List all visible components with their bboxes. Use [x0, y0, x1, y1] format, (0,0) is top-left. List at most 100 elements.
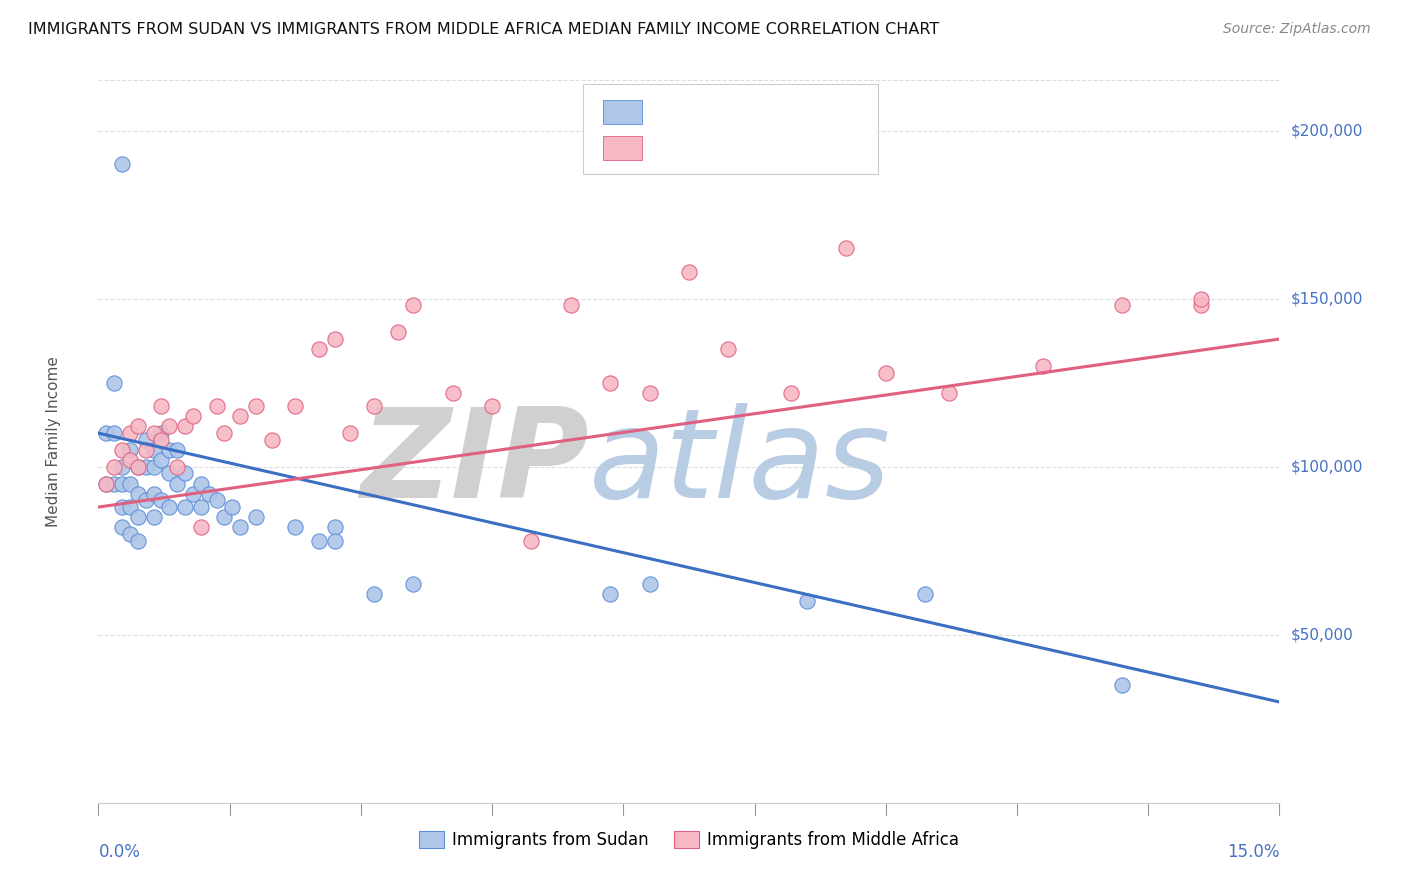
- Point: [363, 587, 385, 601]
- Point: [174, 467, 197, 481]
- Point: [127, 419, 149, 434]
- Point: [127, 510, 149, 524]
- Point: [118, 453, 141, 467]
- Point: [599, 376, 621, 390]
- Point: [190, 500, 212, 514]
- Point: [1189, 292, 1212, 306]
- Point: [599, 587, 621, 601]
- Point: [135, 493, 157, 508]
- Point: [323, 520, 346, 534]
- FancyBboxPatch shape: [603, 100, 641, 124]
- Point: [387, 326, 409, 340]
- Point: [914, 587, 936, 601]
- Point: [142, 426, 165, 441]
- Point: [205, 399, 228, 413]
- Point: [150, 493, 173, 508]
- Point: [135, 433, 157, 447]
- Point: [118, 442, 141, 457]
- Text: N =: N =: [759, 140, 797, 158]
- Point: [181, 486, 204, 500]
- Point: [166, 442, 188, 457]
- Point: [339, 426, 361, 441]
- Point: [118, 476, 141, 491]
- Point: [1111, 298, 1133, 312]
- Point: [142, 486, 165, 500]
- Text: 0.0%: 0.0%: [98, 843, 141, 861]
- FancyBboxPatch shape: [603, 136, 641, 161]
- Point: [111, 520, 134, 534]
- Point: [111, 157, 134, 171]
- Point: [229, 520, 252, 534]
- Text: R =: R =: [655, 103, 692, 121]
- Point: [284, 399, 307, 413]
- Point: [127, 459, 149, 474]
- Point: [127, 486, 149, 500]
- Point: [127, 533, 149, 548]
- Point: [308, 533, 330, 548]
- Point: [103, 459, 125, 474]
- Point: [166, 459, 188, 474]
- Point: [520, 533, 543, 548]
- Point: [142, 442, 165, 457]
- Text: $200,000: $200,000: [1291, 123, 1362, 138]
- Point: [402, 577, 425, 591]
- Point: [402, 298, 425, 312]
- Point: [323, 533, 346, 548]
- Point: [118, 426, 141, 441]
- Point: [111, 476, 134, 491]
- Point: [111, 442, 134, 457]
- Point: [96, 476, 118, 491]
- Point: [142, 510, 165, 524]
- Text: $100,000: $100,000: [1291, 459, 1362, 475]
- Point: [363, 399, 385, 413]
- Point: [157, 467, 180, 481]
- Point: [190, 520, 212, 534]
- Point: [245, 510, 267, 524]
- Point: [118, 500, 141, 514]
- Point: [780, 385, 803, 400]
- Point: [441, 385, 464, 400]
- Point: [1032, 359, 1054, 373]
- Point: [150, 399, 173, 413]
- Point: [174, 419, 197, 434]
- Point: [181, 409, 204, 424]
- Point: [229, 409, 252, 424]
- Text: R =: R =: [655, 140, 692, 158]
- FancyBboxPatch shape: [582, 84, 877, 174]
- Point: [560, 298, 582, 312]
- Point: [142, 459, 165, 474]
- Point: [157, 419, 180, 434]
- Point: [1111, 678, 1133, 692]
- Point: [481, 399, 503, 413]
- Point: [323, 332, 346, 346]
- Text: 0.564: 0.564: [693, 140, 752, 158]
- Text: 55: 55: [799, 103, 821, 121]
- Point: [197, 486, 219, 500]
- Text: Source: ZipAtlas.com: Source: ZipAtlas.com: [1223, 22, 1371, 37]
- Point: [150, 433, 173, 447]
- Point: [214, 510, 236, 524]
- Text: $150,000: $150,000: [1291, 291, 1362, 306]
- Point: [638, 385, 661, 400]
- Point: [678, 265, 700, 279]
- Text: IMMIGRANTS FROM SUDAN VS IMMIGRANTS FROM MIDDLE AFRICA MEDIAN FAMILY INCOME CORR: IMMIGRANTS FROM SUDAN VS IMMIGRANTS FROM…: [28, 22, 939, 37]
- Point: [284, 520, 307, 534]
- Text: 15.0%: 15.0%: [1227, 843, 1279, 861]
- Text: Median Family Income: Median Family Income: [46, 356, 60, 527]
- Point: [260, 433, 283, 447]
- Point: [166, 476, 188, 491]
- Point: [205, 493, 228, 508]
- Text: N =: N =: [759, 103, 797, 121]
- Point: [111, 500, 134, 514]
- Text: -0.396: -0.396: [693, 103, 754, 121]
- Point: [135, 459, 157, 474]
- Text: $50,000: $50,000: [1291, 627, 1354, 642]
- Point: [127, 459, 149, 474]
- Point: [150, 453, 173, 467]
- Text: 44: 44: [799, 140, 823, 158]
- Text: ZIP: ZIP: [360, 402, 589, 524]
- Point: [96, 426, 118, 441]
- Point: [835, 241, 858, 255]
- Legend: Immigrants from Sudan, Immigrants from Middle Africa: Immigrants from Sudan, Immigrants from M…: [412, 824, 966, 856]
- Point: [111, 459, 134, 474]
